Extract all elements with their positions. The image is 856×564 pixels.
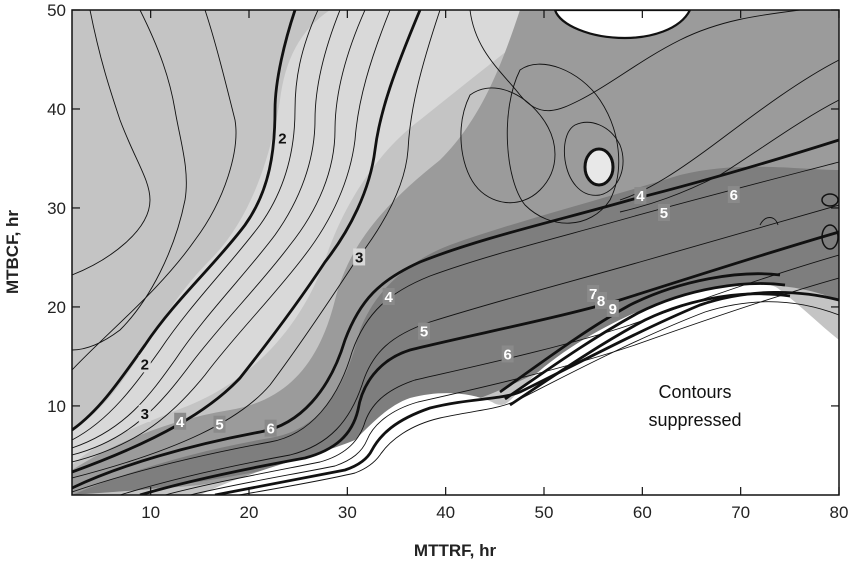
contour-label: 6 xyxy=(266,421,274,438)
region-level-2 xyxy=(72,10,560,465)
contour-label: 5 xyxy=(215,417,223,434)
x-tick-label: 40 xyxy=(436,503,455,522)
contour-label: 4 xyxy=(636,188,645,205)
y-tick-label: 20 xyxy=(47,298,66,317)
contour-label-bg xyxy=(418,322,431,340)
x-tick-label: 30 xyxy=(338,503,357,522)
contour-field xyxy=(72,10,839,495)
x-tick-label: 20 xyxy=(240,503,259,522)
x-tick-label: 50 xyxy=(535,503,554,522)
contour-label: 9 xyxy=(609,301,617,318)
x-tick-label: 60 xyxy=(633,503,652,522)
x-tick-label: 80 xyxy=(830,503,849,522)
plot-frame xyxy=(71,9,840,496)
contour-label: 8 xyxy=(597,293,605,310)
contour-label: 3 xyxy=(141,406,149,423)
contour-label: 6 xyxy=(503,346,511,363)
contour-label: 4 xyxy=(384,289,393,306)
contour-label-bg xyxy=(138,404,151,422)
y-tick-label: 30 xyxy=(47,199,66,218)
region-level-4 xyxy=(72,166,839,495)
y-axis-title: MTBCF, hr xyxy=(3,210,22,294)
hole xyxy=(583,147,615,187)
contour-label-bg xyxy=(634,187,647,205)
contour-label: 7 xyxy=(589,286,597,303)
contour-label: 3 xyxy=(355,249,363,266)
contour-label-bg xyxy=(595,292,608,309)
contour-label-bg xyxy=(264,419,277,437)
y-tick-label: 50 xyxy=(47,1,66,20)
contour-label-bg xyxy=(382,288,395,306)
contour-label: 6 xyxy=(730,187,738,204)
annotation-line-2: suppressed xyxy=(648,410,741,430)
top-blob xyxy=(553,10,692,40)
contour-lines xyxy=(72,10,839,495)
y-tick-label: 10 xyxy=(47,397,66,416)
x-tick-label: 10 xyxy=(141,503,160,522)
x-axis-title: MTTRF, hr xyxy=(414,541,497,560)
contour-label-bg xyxy=(353,248,366,266)
contour-label-bg xyxy=(213,415,226,433)
annotation-line-1: Contours xyxy=(658,382,731,402)
y-tick-label: 40 xyxy=(47,100,66,119)
axes: 10 20 30 40 50 60 70 80 10 20 30 40 50 xyxy=(47,1,848,522)
contour-label-bg xyxy=(657,203,670,221)
contour-label-bg xyxy=(138,355,151,373)
contour-label: 4 xyxy=(176,414,185,431)
x-tick-label: 70 xyxy=(731,503,750,522)
suppressed-region xyxy=(200,283,839,495)
contour-label-bg xyxy=(276,129,289,147)
contour-label-bg xyxy=(727,186,740,204)
contour-label-bg xyxy=(606,299,619,317)
contour-label-bg xyxy=(501,345,514,363)
contour-label: 2 xyxy=(141,356,149,373)
contour-label: 5 xyxy=(420,324,428,341)
contour-label: 2 xyxy=(278,131,286,148)
contour-label-bg xyxy=(174,412,187,430)
contour-label: 5 xyxy=(660,205,668,222)
